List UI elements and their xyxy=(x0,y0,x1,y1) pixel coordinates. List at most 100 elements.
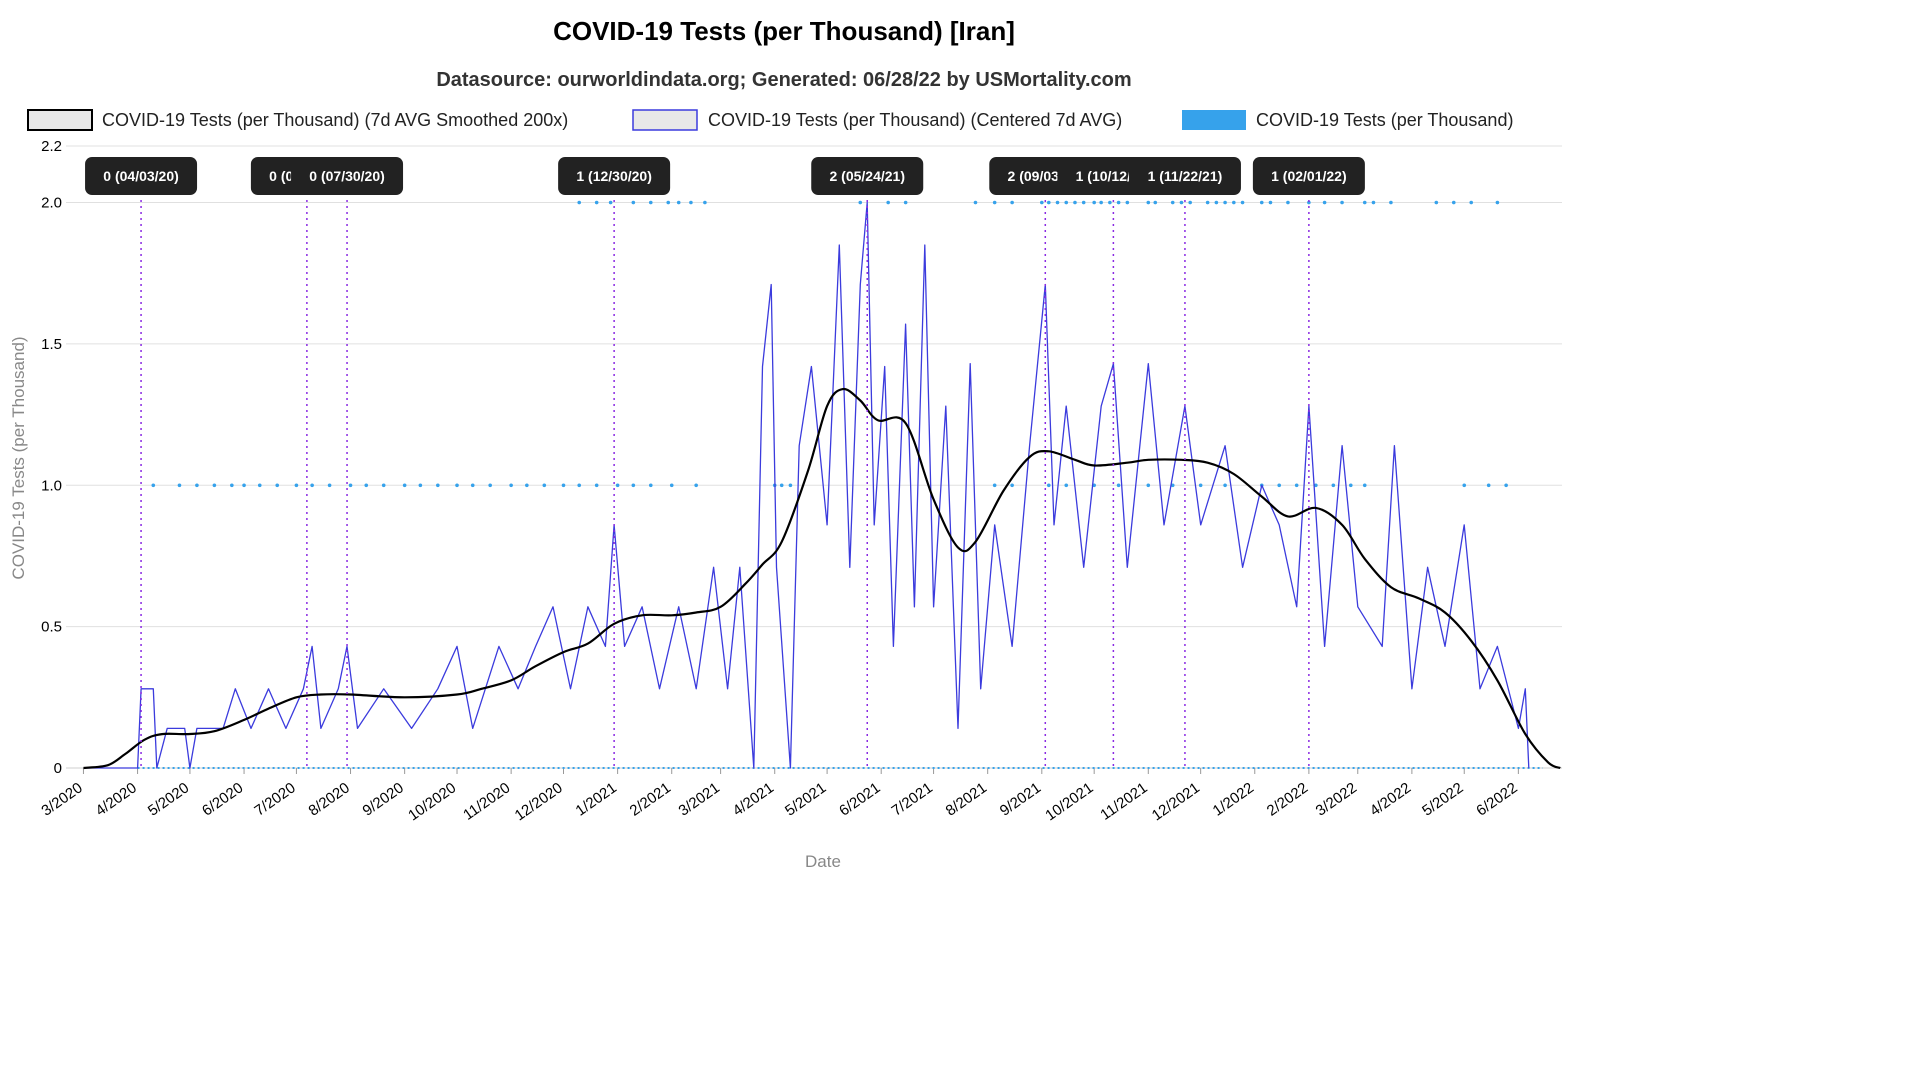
raw-point xyxy=(1322,200,1327,205)
raw-point xyxy=(1362,483,1367,488)
raw-point xyxy=(1179,200,1184,205)
raw-point xyxy=(1232,200,1236,205)
legend-swatch-raw[interactable] xyxy=(1182,110,1246,130)
x-tick-label: 10/2020 xyxy=(405,779,459,824)
raw-point xyxy=(1348,483,1353,488)
raw-point xyxy=(577,483,582,488)
y-tick-label: 1.0 xyxy=(41,477,62,494)
y-tick-label: 0.5 xyxy=(41,619,62,636)
legend-label-centered[interactable]: COVID-19 Tests (per Thousand) (Centered … xyxy=(708,110,1122,130)
raw-point xyxy=(992,200,997,205)
raw-point xyxy=(973,200,978,205)
annotation-box xyxy=(1128,157,1241,195)
raw-point xyxy=(594,200,599,205)
annotation-label[interactable]: 1 (12/30/20) xyxy=(558,157,671,195)
x-tick-label: 5/2022 xyxy=(1419,779,1466,819)
legend-swatch-centered[interactable] xyxy=(632,109,698,131)
raw-point xyxy=(1451,200,1456,205)
x-tick-label: 6/2020 xyxy=(199,779,246,819)
raw-point xyxy=(1495,200,1500,205)
y-tick-label: 1.5 xyxy=(41,336,62,353)
raw-point xyxy=(886,200,890,205)
centered-avg-line xyxy=(83,201,1530,769)
series-smoothed-line xyxy=(83,387,1561,770)
raw-point xyxy=(327,483,332,488)
annotation-label[interactable]: 0 (04/03/20) xyxy=(85,157,198,195)
raw-point xyxy=(788,483,793,488)
raw-point xyxy=(542,483,547,488)
raw-point xyxy=(1223,483,1227,488)
chart-subtitle: Datasource: ourworldindata.org; Generate… xyxy=(436,69,1131,91)
annotation-label[interactable]: 1 (02/01/22) xyxy=(1252,157,1365,195)
series-raw-points xyxy=(137,200,1543,769)
x-tick-label: 8/2021 xyxy=(943,779,990,819)
chart-svg: COVID-19 Tests (per Thousand) [Iran] Dat… xyxy=(9,16,1562,871)
x-tick-label: 11/2020 xyxy=(460,779,513,823)
raw-point xyxy=(275,483,280,488)
annotation-box xyxy=(85,157,198,195)
legend-label-smoothed[interactable]: COVID-19 Tests (per Thousand) (7d AVG Sm… xyxy=(102,110,568,130)
annotation-box xyxy=(1252,157,1365,195)
x-tick-label: 1/2021 xyxy=(573,779,620,819)
raw-point xyxy=(1214,200,1219,205)
annotation-box xyxy=(291,157,404,195)
grid xyxy=(66,145,1562,769)
raw-point xyxy=(992,483,997,488)
raw-point xyxy=(648,200,653,205)
raw-point xyxy=(294,483,299,488)
x-tick-label: 5/2021 xyxy=(782,779,829,819)
raw-point xyxy=(1055,200,1060,205)
annotation-text: 1 (11/22/21) xyxy=(1148,168,1223,184)
raw-point xyxy=(631,200,636,205)
legend-label-raw[interactable]: COVID-19 Tests (per Thousand) xyxy=(1256,110,1513,130)
raw-point xyxy=(1371,200,1376,205)
raw-point xyxy=(1040,200,1044,205)
annotation-text: 2 (05/24/21) xyxy=(829,168,905,184)
annotation-text: 0 (07/30/20) xyxy=(309,168,385,184)
raw-point xyxy=(1462,483,1467,488)
raw-point xyxy=(1307,200,1311,205)
chart-title: COVID-19 Tests (per Thousand) [Iran] xyxy=(553,16,1015,46)
y-axis-title: COVID-19 Tests (per Thousand) xyxy=(9,336,28,579)
raw-point xyxy=(1146,483,1151,488)
raw-point xyxy=(1205,200,1210,205)
raw-point xyxy=(561,483,566,488)
x-tick-label: 6/2022 xyxy=(1473,779,1520,819)
raw-point xyxy=(1092,200,1096,205)
raw-point xyxy=(509,483,513,488)
raw-point xyxy=(212,483,217,488)
raw-point xyxy=(1125,200,1130,205)
annotation-text: 1 (12/30/20) xyxy=(576,168,652,184)
x-tick-label: 4/2020 xyxy=(93,779,140,819)
y-tick-label: 0 xyxy=(54,760,62,777)
raw-point xyxy=(1362,200,1367,205)
raw-point xyxy=(669,483,674,488)
raw-point xyxy=(1046,483,1051,488)
raw-point xyxy=(694,483,698,488)
annotation-label[interactable]: 1 (11/22/21) xyxy=(1128,157,1241,195)
raw-point xyxy=(1223,200,1227,205)
raw-point xyxy=(1314,483,1318,488)
raw-point xyxy=(1188,200,1192,205)
annotation-label[interactable]: 2 (05/24/21) xyxy=(811,157,924,195)
raw-point xyxy=(1010,200,1014,205)
raw-point xyxy=(779,483,784,488)
raw-point xyxy=(1064,200,1069,205)
raw-point xyxy=(858,200,863,205)
raw-point xyxy=(1389,200,1393,205)
x-tick-label: 7/2021 xyxy=(889,779,936,819)
x-tick-label: 12/2021 xyxy=(1149,779,1203,824)
raw-point xyxy=(381,483,386,488)
raw-point xyxy=(242,483,246,488)
raw-point xyxy=(1073,200,1077,205)
raw-point xyxy=(310,483,314,488)
annotation-label[interactable]: 0 (07/30/20) xyxy=(291,157,404,195)
raw-point xyxy=(1469,200,1474,205)
y-tick-label: 2.0 xyxy=(41,195,62,212)
legend-swatch-smoothed[interactable] xyxy=(27,109,93,131)
annotation-text: 0 (04/03/20) xyxy=(103,168,179,184)
x-tick-label: 9/2020 xyxy=(360,779,407,819)
raw-point xyxy=(648,483,653,488)
legend: COVID-19 Tests (per Thousand) (7d AVG Sm… xyxy=(27,109,1513,131)
raw-point xyxy=(1504,483,1508,488)
